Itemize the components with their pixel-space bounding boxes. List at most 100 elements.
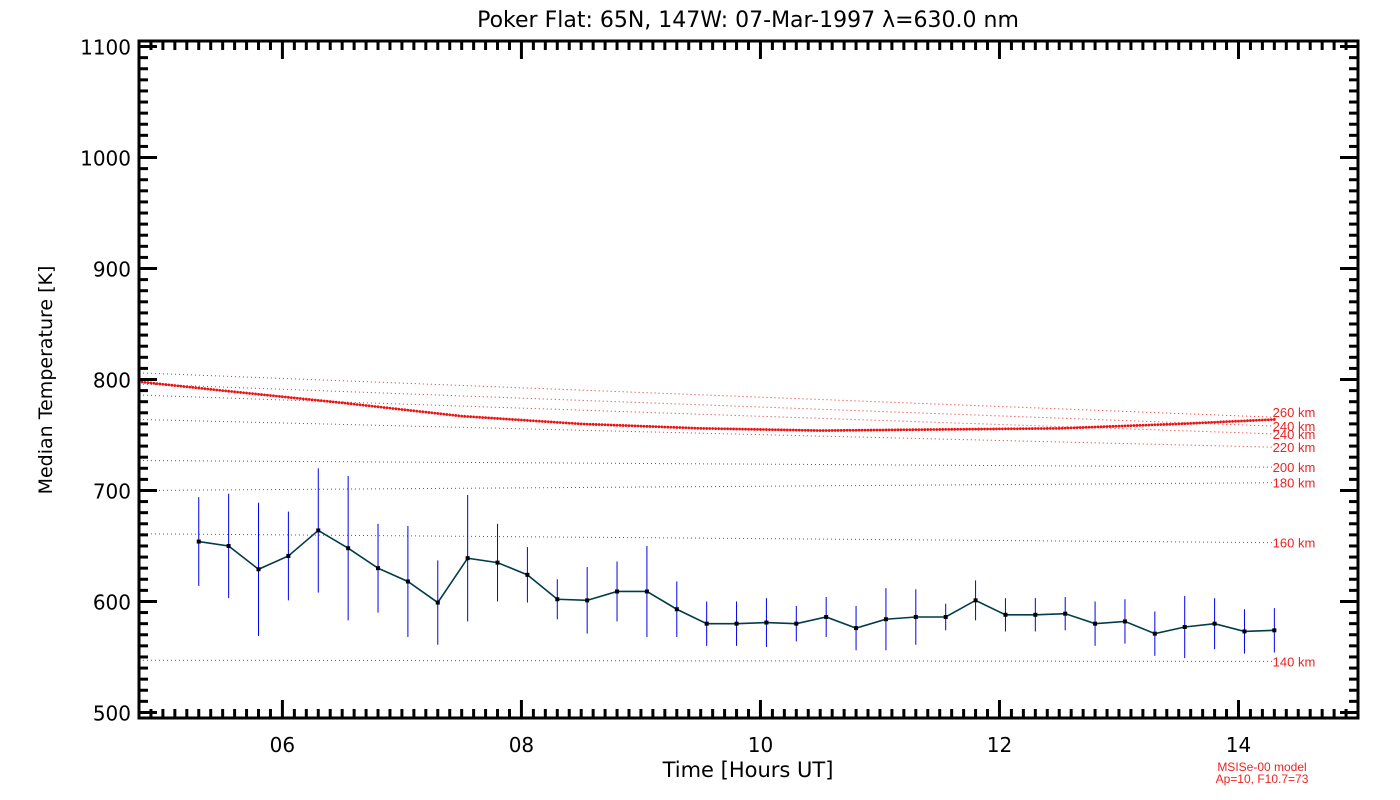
model-heavy-dot	[328, 400, 332, 403]
model-heavy-dot	[890, 428, 894, 432]
data-point	[1003, 612, 1008, 617]
model-heavy-dot	[854, 428, 858, 432]
model-heavy-dot	[935, 428, 939, 431]
model-heavy-dot	[236, 390, 239, 394]
model-heavy-dot	[520, 418, 523, 422]
y-tick-label: 500	[93, 701, 131, 725]
model-heavy-dot	[442, 412, 446, 416]
model-heavy-dot	[1054, 426, 1058, 430]
model-heavy-dot	[1135, 424, 1139, 427]
model-heavy-dot	[884, 428, 888, 432]
model-heavy-dot	[1066, 426, 1070, 430]
model-heavy-dot	[454, 414, 458, 417]
model-heavy-dot	[1030, 427, 1034, 430]
model-heavy-dot	[1177, 422, 1181, 426]
model-heavy-dot	[167, 383, 171, 387]
model-heavy-dot	[421, 410, 425, 414]
model-heavy-dot	[791, 428, 795, 432]
model-heavy-dot	[523, 418, 526, 422]
model-heavy-dot	[185, 385, 189, 389]
model-heavy-dot	[316, 398, 320, 402]
model-heavy-dot	[209, 387, 213, 391]
model-heavy-dot	[860, 428, 864, 432]
model-heavy-dot	[1063, 426, 1067, 430]
model-heavy-dot	[681, 426, 685, 430]
model-heavy-dot	[1156, 423, 1160, 427]
model-heavy-dot	[1015, 427, 1019, 431]
model-heavy-dot	[839, 428, 843, 432]
y-tick-label: 600	[93, 590, 131, 614]
y-tick-label: 800	[93, 369, 131, 393]
model-heavy-dot	[744, 427, 747, 431]
model-heavy-dot	[1153, 423, 1157, 427]
model-heavy-dot	[992, 427, 995, 431]
model-heavy-dot	[794, 428, 798, 432]
model-heavy-dot	[782, 428, 786, 432]
model-heavy-dot	[968, 427, 971, 431]
model-heavy-dot	[911, 428, 915, 432]
model-heavy-dot	[998, 427, 1001, 431]
model-heavy-dot	[239, 391, 242, 394]
model-heavy-dot	[514, 418, 517, 422]
model-heavy-dot	[343, 401, 347, 405]
model-heavy-dot	[1117, 424, 1121, 428]
model-heavy-dot	[304, 397, 308, 401]
model-heavy-dot	[624, 424, 628, 427]
model-heavy-dot	[364, 404, 368, 407]
model-heavy-dot	[875, 428, 879, 432]
model-heavy-dot	[1159, 423, 1163, 426]
model-heavy-dot	[188, 385, 192, 389]
model-heavy-dot	[349, 402, 353, 406]
model-heavy-dot	[705, 427, 709, 430]
model-heavy-dot	[609, 423, 613, 427]
model-heavy-dot	[648, 425, 652, 428]
model-heavy-dot	[872, 428, 876, 432]
data-point	[704, 621, 709, 626]
x-tick-label: 06	[270, 733, 295, 757]
data-point	[824, 615, 829, 620]
data-point	[405, 579, 410, 584]
model-heavy-dot	[914, 428, 918, 432]
model-heavy-dot	[1231, 419, 1234, 423]
model-heavy-dot	[346, 402, 350, 405]
model-heavy-dot	[257, 392, 260, 396]
data-point	[376, 566, 381, 571]
model-heavy-dot	[1225, 420, 1228, 424]
model-heavy-dot	[221, 389, 225, 392]
model-heavy-dot	[938, 428, 942, 431]
model-heavy-dot	[412, 409, 416, 413]
model-heavy-dot	[266, 393, 269, 397]
model-heavy-dot	[140, 380, 144, 384]
model-heavy-dot	[1013, 427, 1016, 431]
model-heavy-dot	[376, 405, 380, 409]
model-heavy-dot	[1150, 423, 1154, 427]
model-heavy-dot	[564, 421, 568, 425]
model-heavy-dot	[1081, 426, 1085, 429]
model-heavy-dot	[779, 428, 783, 432]
data-point	[286, 553, 291, 558]
model-heavy-dot	[902, 428, 906, 432]
model-heavy-dot	[1033, 427, 1037, 430]
model-heavy-dot	[771, 428, 774, 432]
model-curve-label: 240 km	[1273, 419, 1316, 434]
model-heavy-dot	[845, 428, 849, 432]
model-heavy-dot	[1001, 427, 1004, 431]
model-heavy-dot	[555, 420, 559, 424]
model-heavy-dot	[1105, 425, 1109, 428]
model-heavy-dot	[496, 417, 499, 420]
model-heavy-dot	[436, 412, 440, 415]
model-heavy-dot	[711, 427, 715, 430]
model-heavy-dot	[815, 429, 819, 432]
data-point	[854, 626, 859, 631]
y-axis-label: Median Temperature [K]	[35, 266, 57, 495]
measured-series	[196, 528, 1277, 636]
model-heavy-dot	[301, 397, 305, 401]
model-heavy-dot	[702, 426, 706, 430]
model-heavy-dot	[759, 428, 762, 431]
model-heavy-dot	[750, 427, 753, 431]
model-heavy-dot	[821, 429, 825, 432]
model-heavy-dot	[1213, 420, 1216, 424]
data-point	[1063, 611, 1068, 616]
model-heavy-dot	[639, 424, 643, 428]
